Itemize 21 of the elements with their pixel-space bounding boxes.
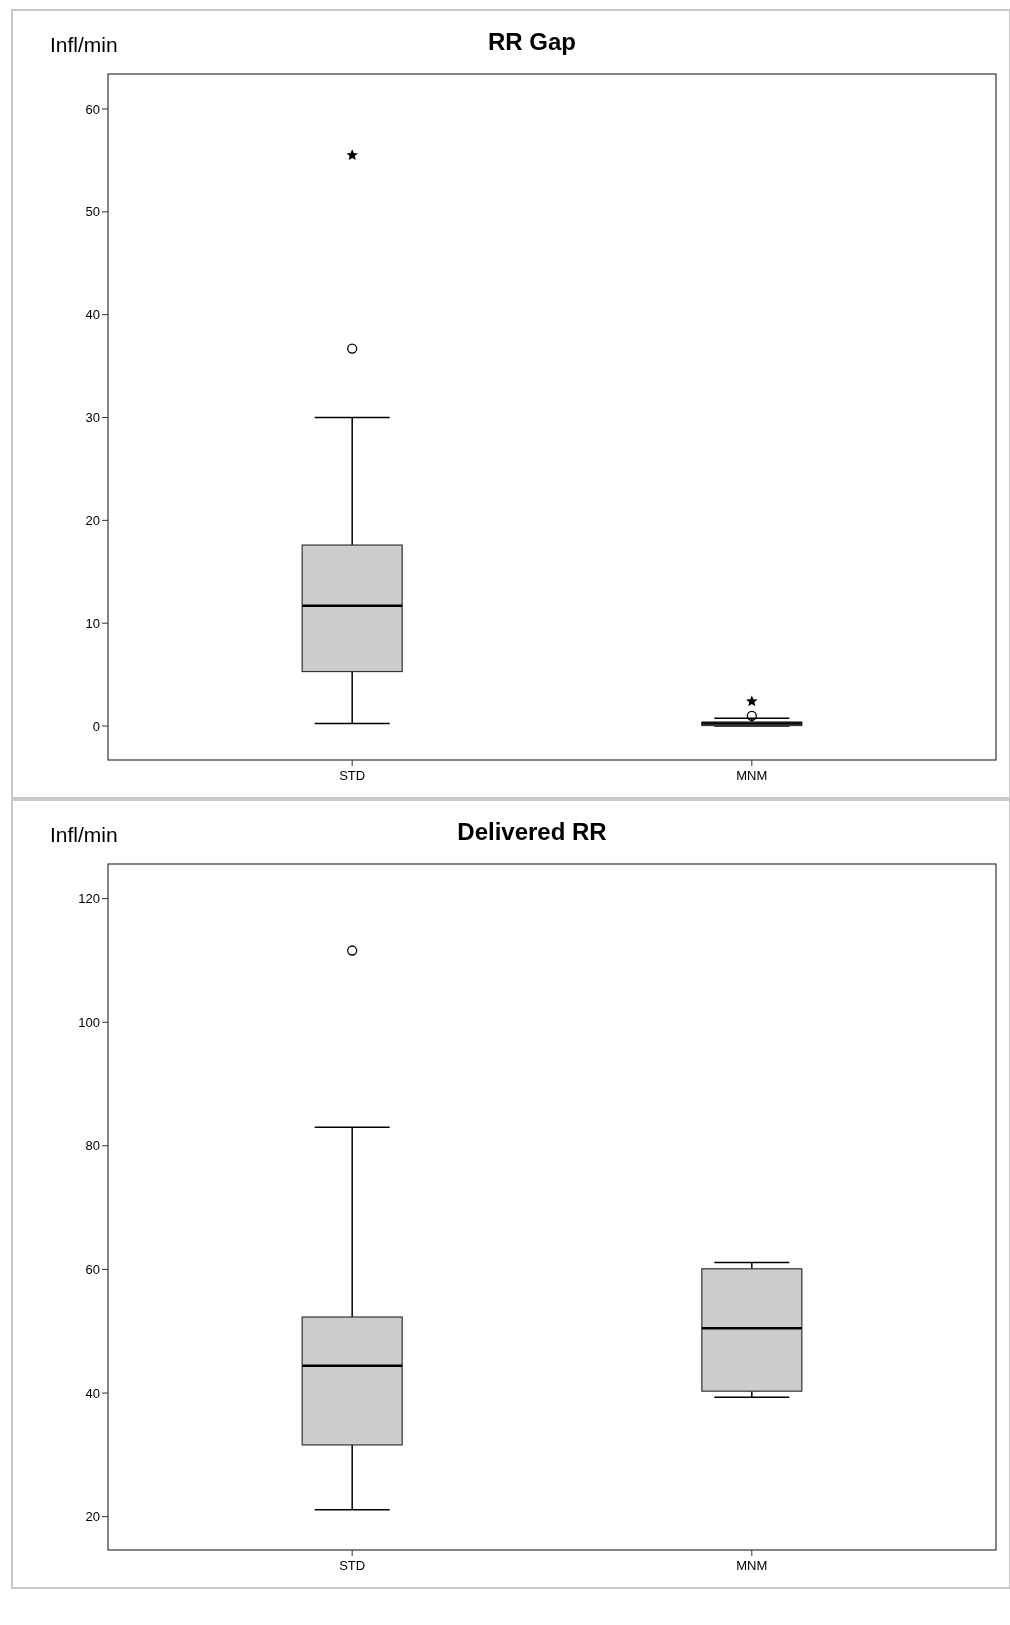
y-tick-label: 0 (92, 718, 100, 734)
x-tick-label: STD (339, 1558, 366, 1573)
chart-title: RR Gap (487, 28, 577, 55)
y-tick-label: 50 (85, 204, 100, 220)
x-tick-label: MNM (736, 768, 768, 783)
y-tick-label: 120 (78, 891, 100, 907)
y-axis-title: Infl/min (50, 33, 118, 56)
y-tick-label: 60 (85, 1261, 100, 1277)
y-tick-label: 40 (85, 1385, 100, 1401)
y-tick-label: 20 (85, 1509, 100, 1525)
x-tick-label: STD (339, 768, 366, 783)
y-tick-label: 60 (85, 101, 100, 117)
y-tick-label: 40 (85, 307, 100, 323)
x-tick-label: MNM (736, 1558, 768, 1573)
y-tick-label: 80 (85, 1138, 100, 1154)
y-tick-label: 10 (85, 615, 100, 631)
y-tick-label: 20 (85, 512, 100, 528)
y-axis-title: Infl/min (50, 823, 118, 846)
y-tick-label: 30 (85, 410, 100, 426)
y-tick-label: 100 (78, 1014, 100, 1030)
chart-title: Delivered RR (457, 818, 607, 845)
